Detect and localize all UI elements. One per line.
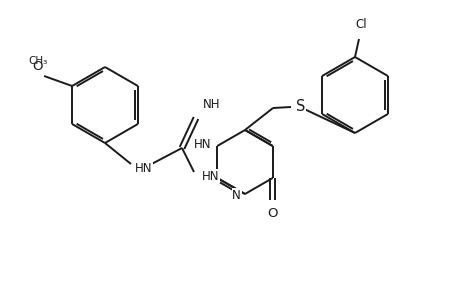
Text: Cl: Cl [354,18,366,31]
Text: CH₃: CH₃ [28,56,47,65]
Text: NH: NH [202,98,220,111]
Text: S: S [295,98,305,113]
Text: HN: HN [202,169,219,182]
Text: O: O [32,59,43,73]
Text: HN: HN [193,137,211,151]
Text: HN: HN [134,161,152,175]
Text: N: N [232,188,241,202]
Text: O: O [267,207,277,220]
